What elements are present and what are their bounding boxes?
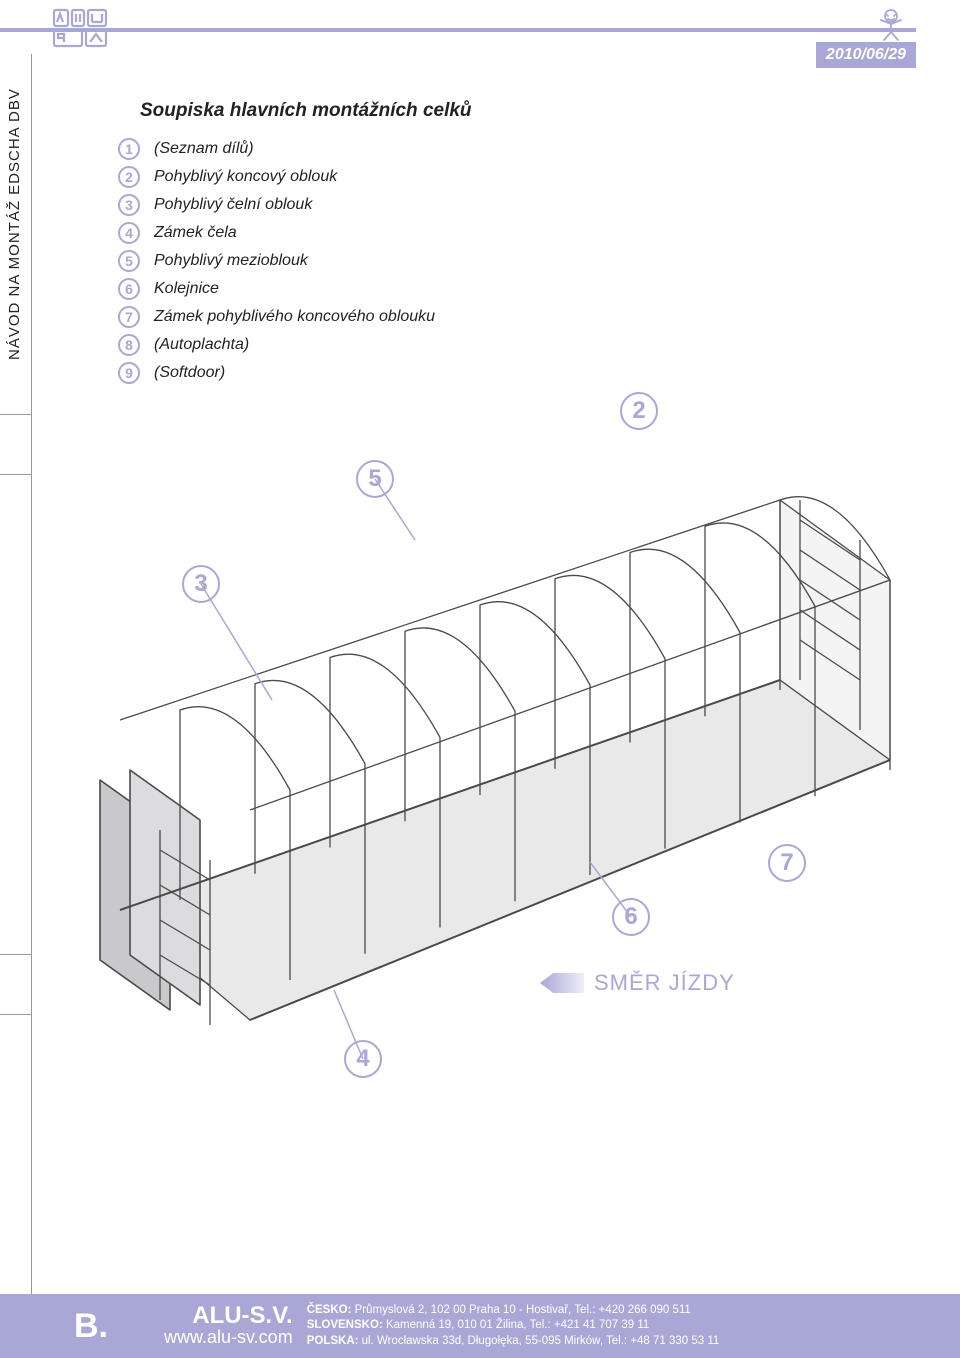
- callout-number: 2: [620, 392, 658, 430]
- assembly-diagram: [60, 380, 920, 1080]
- part-number-badge: 6: [118, 278, 140, 300]
- part-number-badge: 1: [118, 138, 140, 160]
- part-label: Zámek čela: [154, 224, 237, 242]
- side-divider: [0, 954, 31, 955]
- contact-line: SLOVENSKO: Kamenná 19, 010 01 Žilina, Te…: [307, 1318, 720, 1334]
- part-number-badge: 5: [118, 250, 140, 272]
- part-row: 6 Kolejnice: [118, 278, 435, 300]
- company-logo: [52, 8, 108, 48]
- direction-label: SMĚR JÍZDY: [594, 970, 735, 996]
- part-row: 4 Zámek čela: [118, 222, 435, 244]
- part-row: 3 Pohyblivý čelní oblouk: [118, 194, 435, 216]
- part-label: (Autoplachta): [154, 336, 249, 354]
- part-label: Pohyblivý čelní oblouk: [154, 196, 312, 214]
- part-label: Kolejnice: [154, 280, 219, 298]
- callout-number: 4: [344, 1040, 382, 1078]
- part-label: (Seznam dílů): [154, 140, 254, 158]
- contact-line: ČESKO: Průmyslová 2, 102 00 Praha 10 - H…: [307, 1303, 720, 1319]
- part-label: Zámek pohyblivého koncového oblouku: [154, 308, 435, 326]
- part-row: 7 Zámek pohyblivého koncového oblouku: [118, 306, 435, 328]
- side-label: NÁVOD NA MONTÁŽ EDSCHA DBV: [6, 88, 23, 360]
- part-row: 5 Pohyblivý mezioblouk: [118, 250, 435, 272]
- part-row: 2 Pohyblivý koncový oblouk: [118, 166, 435, 188]
- footer: B. ALU-S.V. www.alu-sv.com ČESKO: Průmys…: [0, 1294, 960, 1358]
- side-divider: [0, 474, 31, 475]
- parts-list: 1 (Seznam dílů) 2 Pohyblivý koncový oblouk 3…: [118, 138, 435, 390]
- part-number-badge: 8: [118, 334, 140, 356]
- header-rule: [0, 28, 916, 32]
- direction-indicator: SMĚR JÍZDY: [540, 970, 735, 996]
- callout-number: 3: [182, 565, 220, 603]
- arrow-left-icon: [540, 973, 584, 993]
- callout-number: 7: [768, 844, 806, 882]
- part-number-badge: 7: [118, 306, 140, 328]
- part-number-badge: 2: [118, 166, 140, 188]
- side-divider: [0, 414, 31, 415]
- part-number-badge: 4: [118, 222, 140, 244]
- date-badge: 2010/06/29: [816, 42, 916, 68]
- footer-url: www.alu-sv.com: [164, 1328, 293, 1348]
- part-label: Pohyblivý koncový oblouk: [154, 168, 337, 186]
- section-title: Soupiska hlavních montážních celků: [140, 100, 472, 122]
- callout-number: 5: [356, 460, 394, 498]
- footer-contacts: ČESKO: Průmyslová 2, 102 00 Praha 10 - H…: [307, 1303, 720, 1350]
- page-letter: B.: [74, 1307, 108, 1346]
- part-label: Pohyblivý mezioblouk: [154, 252, 308, 270]
- callout-number: 6: [612, 898, 650, 936]
- part-number-badge: 3: [118, 194, 140, 216]
- mascot-icon: [870, 6, 912, 42]
- footer-brand: ALU-S.V.: [164, 1304, 293, 1328]
- side-divider: [0, 1014, 31, 1015]
- part-row: 1 (Seznam dílů): [118, 138, 435, 160]
- part-row: 8 (Autoplachta): [118, 334, 435, 356]
- contact-line: POLSKA: ul. Wrocławska 33d, Długołęka, 5…: [307, 1334, 720, 1350]
